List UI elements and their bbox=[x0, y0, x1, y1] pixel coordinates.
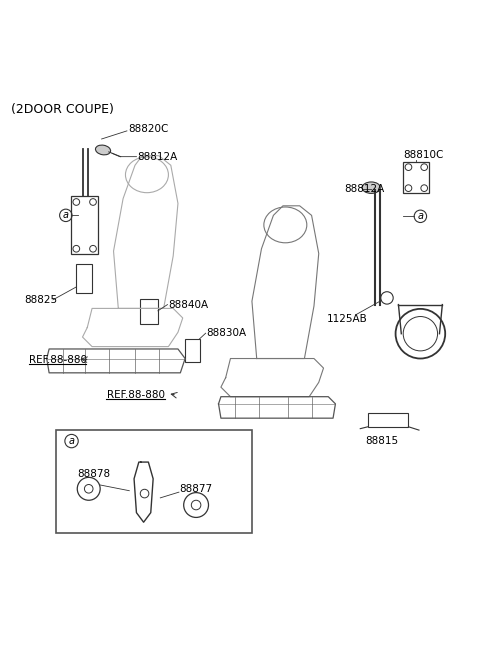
Ellipse shape bbox=[96, 145, 110, 155]
Text: 88815: 88815 bbox=[365, 436, 398, 446]
Bar bbox=[140, 299, 158, 324]
Text: (2DOOR COUPE): (2DOOR COUPE) bbox=[11, 103, 114, 116]
Bar bbox=[403, 162, 430, 193]
Text: 88812A: 88812A bbox=[137, 152, 178, 162]
Bar bbox=[185, 339, 200, 362]
Text: 88812A: 88812A bbox=[344, 184, 384, 194]
Text: 1125AB: 1125AB bbox=[327, 314, 368, 324]
Ellipse shape bbox=[362, 182, 380, 193]
Bar bbox=[76, 263, 92, 293]
Text: 88840A: 88840A bbox=[168, 299, 208, 310]
Text: 88830A: 88830A bbox=[206, 328, 247, 338]
Text: a: a bbox=[69, 436, 74, 446]
Text: 88810C: 88810C bbox=[403, 149, 444, 160]
Bar bbox=[56, 430, 252, 533]
Text: 88878: 88878 bbox=[77, 470, 110, 479]
Text: 88820C: 88820C bbox=[128, 124, 168, 134]
Text: 88877: 88877 bbox=[179, 484, 212, 494]
Text: REF.88-880: REF.88-880 bbox=[108, 390, 165, 400]
Text: a: a bbox=[63, 210, 69, 220]
Text: 88825: 88825 bbox=[24, 295, 58, 305]
Text: REF.88-880: REF.88-880 bbox=[29, 355, 87, 365]
Text: a: a bbox=[418, 212, 423, 221]
Bar bbox=[368, 413, 408, 427]
Bar bbox=[71, 196, 98, 253]
